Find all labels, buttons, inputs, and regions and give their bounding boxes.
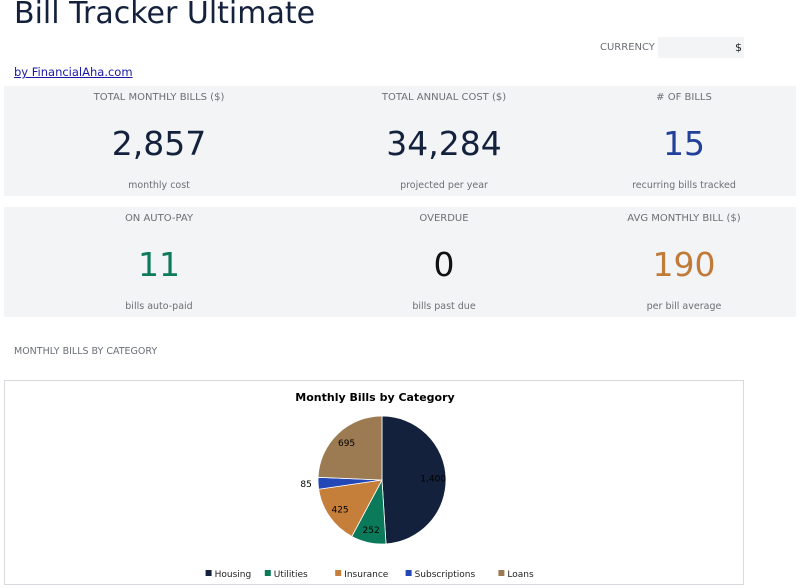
legend-label: Subscriptions	[415, 570, 476, 580]
pie-chart: Monthly Bills by Category 1,400 252 425 85 69…	[4, 380, 744, 585]
metric-auto-pay: ON AUTO-PAY 11 bills auto-paid	[4, 207, 314, 317]
legend-swatch	[498, 570, 505, 576]
metric-label: # OF BILLS	[656, 92, 712, 103]
metric-caption: monthly cost	[128, 180, 190, 191]
metric-caption: recurring bills tracked	[632, 180, 736, 191]
chart-title: Monthly Bills by Category	[295, 391, 454, 404]
pie-data-label: 695	[338, 439, 355, 449]
metrics-row-1: TOTAL MONTHLY BILLS ($) 2,857 monthly co…	[4, 86, 796, 196]
pie-data-label: 85	[300, 480, 311, 490]
metric-total-annual: TOTAL ANNUAL COST ($) 34,284 projected p…	[294, 86, 594, 196]
pie-data-label: 252	[363, 526, 380, 536]
metric-avg-bill: AVG MONTHLY BILL ($) 190 per bill averag…	[584, 207, 784, 317]
metric-label: AVG MONTHLY BILL ($)	[627, 213, 741, 224]
metric-caption: projected per year	[400, 180, 488, 191]
metric-caption: bills past due	[412, 301, 476, 312]
byline-link[interactable]: by FinancialAha.com	[14, 65, 133, 79]
metric-value: 34,284	[386, 124, 502, 163]
metric-value: 0	[433, 245, 455, 284]
pie-slice-housing	[381, 415, 447, 545]
legend-swatch	[264, 570, 271, 576]
chart-legend: Housing Utilities Insurance Subscriptions Lo…	[205, 570, 534, 580]
legend-label: Housing	[215, 570, 252, 580]
legend-label: Utilities	[274, 570, 308, 580]
metric-caption: per bill average	[646, 301, 722, 312]
currency-label: CURRENCY	[600, 42, 655, 53]
metric-value: 190	[652, 245, 716, 284]
metric-label: TOTAL ANNUAL COST ($)	[381, 92, 507, 103]
legend-label: Loans	[507, 570, 534, 580]
metric-label: TOTAL MONTHLY BILLS ($)	[93, 92, 225, 103]
page-title: Bill Tracker Ultimate	[14, 0, 316, 31]
legend-swatch	[335, 570, 342, 576]
metric-label: OVERDUE	[419, 213, 469, 224]
pie-data-label: 425	[331, 505, 348, 515]
metric-value: 11	[138, 245, 180, 284]
metric-bill-count: # OF BILLS 15 recurring bills tracked	[584, 86, 784, 196]
legend-swatch	[205, 570, 212, 576]
pie-chart-canvas: Monthly Bills by Category 1,400 252 425 85 69…	[205, 391, 534, 580]
metric-caption: bills auto-paid	[125, 301, 193, 312]
metric-label: ON AUTO-PAY	[124, 213, 194, 224]
currency-input[interactable]: $	[658, 37, 744, 58]
pie-slice-insurance	[318, 479, 383, 537]
legend-label: Insurance	[344, 570, 389, 580]
pie-data-label: 1,400	[420, 474, 446, 484]
metric-overdue: OVERDUE 0 bills past due	[294, 207, 594, 317]
metric-total-monthly: TOTAL MONTHLY BILLS ($) 2,857 monthly co…	[4, 86, 314, 196]
metric-value: 15	[663, 124, 705, 163]
metric-value: 2,857	[111, 124, 207, 163]
metrics-row-2: ON AUTO-PAY 11 bills auto-paid OVERDUE 0…	[4, 207, 796, 317]
legend-swatch	[405, 570, 412, 576]
section-label: MONTHLY BILLS BY CATEGORY	[14, 346, 158, 357]
pie-slice-loans	[317, 415, 383, 481]
